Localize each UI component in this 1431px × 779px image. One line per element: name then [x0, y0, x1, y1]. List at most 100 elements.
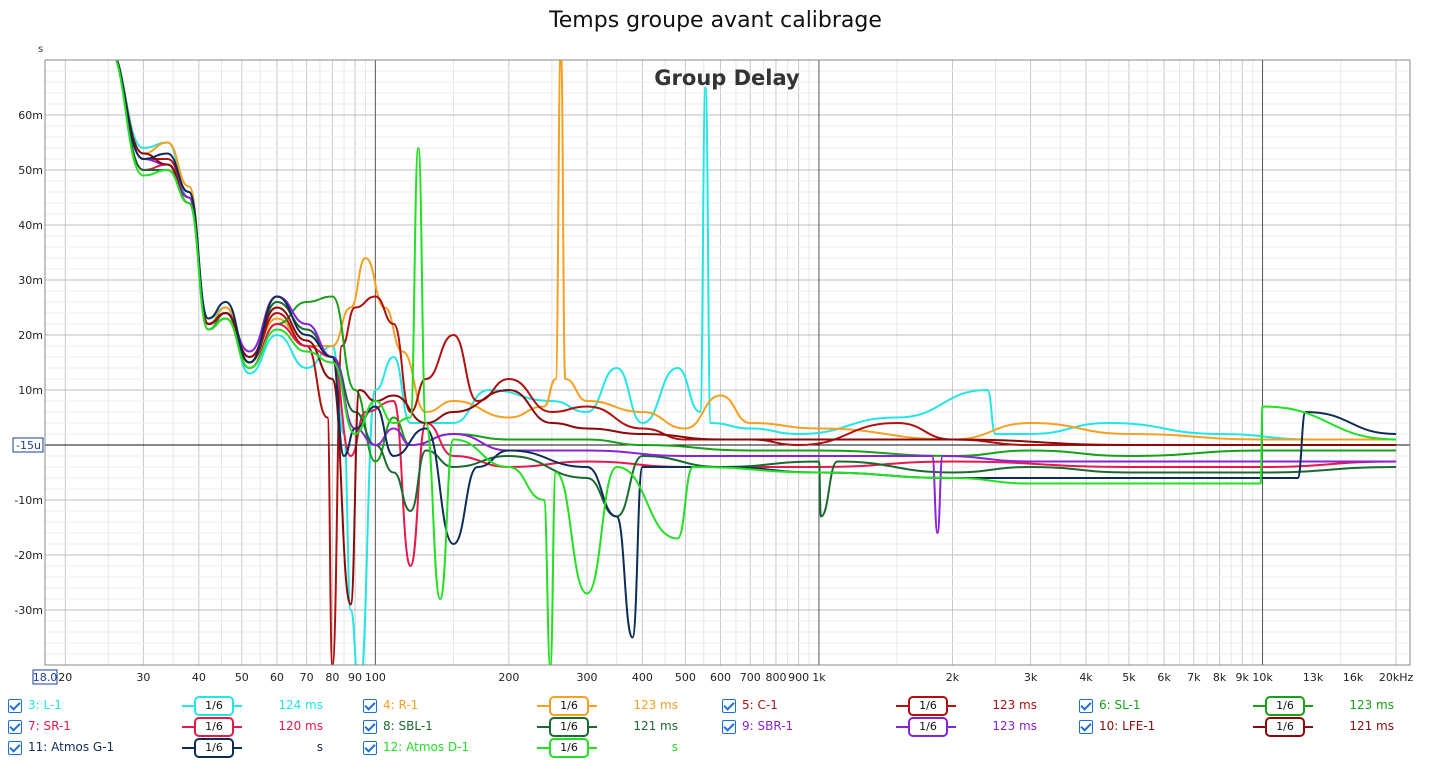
y-tick-label: 60m — [18, 109, 43, 122]
x-tick-label: 300 — [576, 671, 597, 684]
x-tick-label: 13k — [1303, 671, 1324, 684]
legend-item[interactable]: 10: LFE-1 1/6 121 ms — [1079, 717, 1419, 737]
y-tick-labels: 60m 50m 40m 30m 20m 10m -10m -20m -30m -15u — [12, 109, 44, 617]
series-line-11 — [115, 60, 1397, 639]
legend-delay-value: 120 ms — [278, 719, 323, 733]
x-tick-label: 2k — [946, 671, 960, 684]
legend-checkbox[interactable] — [8, 699, 22, 713]
x-start-label: 18.0 — [33, 671, 58, 684]
x-tick-label: 700 — [740, 671, 761, 684]
x-tick-label: 800 — [765, 671, 786, 684]
x-tick-label: 9k — [1236, 671, 1250, 684]
x-tick-label: 8k — [1213, 671, 1227, 684]
legend-smoothing-button[interactable]: 1/6 — [549, 696, 589, 716]
y-tick-label: -30m — [14, 604, 43, 617]
legend-checkbox[interactable] — [363, 720, 377, 734]
legend-series-name: 3: L-1 — [28, 698, 62, 712]
legend-series-name: 10: LFE-1 — [1099, 719, 1156, 733]
legend-series-name: 6: SL-1 — [1099, 698, 1141, 712]
x-tick-label: 4k — [1079, 671, 1093, 684]
legend-checkbox[interactable] — [1079, 699, 1093, 713]
y-tick-label: 10m — [18, 384, 43, 397]
series-line-7 — [115, 60, 1397, 567]
legend-delay-value: s — [316, 740, 323, 754]
legend-series-name: 11: Atmos G-1 — [28, 740, 115, 754]
x-tick-label: 70 — [300, 671, 314, 684]
legend-item[interactable]: 7: SR-1 1/6 120 ms — [8, 717, 348, 737]
legend-checkbox[interactable] — [722, 699, 736, 713]
x-tick-label: 16k — [1343, 671, 1364, 684]
y-cursor-box — [12, 437, 44, 453]
x-tick-label: 40 — [192, 671, 206, 684]
legend-item[interactable]: 11: Atmos G-1 1/6 s — [8, 738, 348, 758]
series-line-10 — [115, 60, 1397, 606]
legend-series-name: 4: R-1 — [383, 698, 419, 712]
series-line-3 — [116, 60, 1397, 665]
legend-smoothing-button[interactable]: 1/6 — [194, 696, 234, 716]
legend-checkbox[interactable] — [1079, 720, 1093, 734]
y-tick-label: 40m — [18, 219, 43, 232]
legend-series-name: 7: SR-1 — [28, 719, 71, 733]
legend-smoothing-button[interactable]: 1/6 — [1265, 717, 1305, 737]
legend-item[interactable]: 8: SBL-1 1/6 121 ms — [363, 717, 703, 737]
x-tick-label: 200 — [498, 671, 519, 684]
series-lines — [115, 60, 1397, 665]
y-tick-label: 30m — [18, 274, 43, 287]
legend-smoothing-button[interactable]: 1/6 — [1265, 696, 1305, 716]
y-tick-label: -10m — [14, 494, 43, 507]
legend-smoothing-button[interactable]: 1/6 — [908, 717, 948, 737]
legend-checkbox[interactable] — [722, 720, 736, 734]
y-cursor-label: -15u — [16, 439, 41, 452]
legend-smoothing-button[interactable]: 1/6 — [194, 717, 234, 737]
window-title: Temps groupe avant calibrage — [549, 8, 882, 33]
series-line-8 — [115, 60, 1397, 518]
legend-item[interactable]: 4: R-1 1/6 123 ms — [363, 696, 703, 716]
legend-smoothing-button[interactable]: 1/6 — [549, 738, 589, 758]
x-tick-label: 20 — [58, 671, 72, 684]
series-line-4 — [115, 60, 1397, 441]
x-tick-label: 50 — [235, 671, 249, 684]
chart-title: Group Delay — [654, 66, 800, 90]
y-tick-label: 20m — [18, 329, 43, 342]
legend-series-name: 9: SBR-1 — [742, 719, 794, 733]
y-tick-label: -20m — [14, 549, 43, 562]
legend: 3: L-1 1/6 124 ms 4: R-1 1/6 123 ms 5: C-1 1/6 1… — [0, 690, 1431, 779]
legend-checkbox[interactable] — [8, 741, 22, 755]
x-tick-labels: 20 30 40 50 60 70 80 90 100 200 300 400 500 600 700 800… — [32, 669, 1414, 685]
plot-frame — [44, 59, 1411, 666]
legend-smoothing-button[interactable]: 1/6 — [549, 717, 589, 737]
legend-item[interactable]: 6: SL-1 1/6 123 ms — [1079, 696, 1419, 716]
legend-item[interactable]: 3: L-1 1/6 124 ms — [8, 696, 348, 716]
legend-checkbox[interactable] — [8, 720, 22, 734]
x-tick-label: 3k — [1024, 671, 1038, 684]
legend-delay-value: s — [671, 740, 678, 754]
legend-item[interactable]: 9: SBR-1 1/6 123 ms — [722, 717, 1062, 737]
legend-delay-value: 123 ms — [633, 698, 678, 712]
legend-series-name: 12: Atmos D-1 — [383, 740, 470, 754]
y-unit-label: s — [38, 44, 43, 55]
series-line-12 — [115, 60, 1397, 665]
x-start-box — [32, 669, 58, 685]
x-tick-label: 5k — [1122, 671, 1136, 684]
series-line-6 — [115, 60, 1397, 463]
x-tick-label: 10k — [1252, 671, 1273, 684]
x-tick-label: 20kHz — [1379, 671, 1414, 684]
legend-checkbox[interactable] — [363, 741, 377, 755]
legend-delay-value: 124 ms — [278, 698, 323, 712]
y-tick-label: 50m — [18, 164, 43, 177]
legend-checkbox[interactable] — [363, 699, 377, 713]
legend-delay-value: 121 ms — [1349, 719, 1394, 733]
x-tick-label: 60 — [270, 671, 284, 684]
legend-item[interactable]: 12: Atmos D-1 1/6 s — [363, 738, 703, 758]
x-tick-label: 500 — [675, 671, 696, 684]
legend-smoothing-button[interactable]: 1/6 — [194, 738, 234, 758]
legend-item[interactable]: 5: C-1 1/6 123 ms — [722, 696, 1062, 716]
x-tick-label: 100 — [365, 671, 386, 684]
x-tick-label: 30 — [136, 671, 150, 684]
x-tick-label: 1k — [812, 671, 826, 684]
x-tick-label: 90 — [348, 671, 362, 684]
x-tick-label: 400 — [632, 671, 653, 684]
legend-delay-value: 123 ms — [1349, 698, 1394, 712]
x-tick-label: 7k — [1187, 671, 1201, 684]
legend-smoothing-button[interactable]: 1/6 — [908, 696, 948, 716]
